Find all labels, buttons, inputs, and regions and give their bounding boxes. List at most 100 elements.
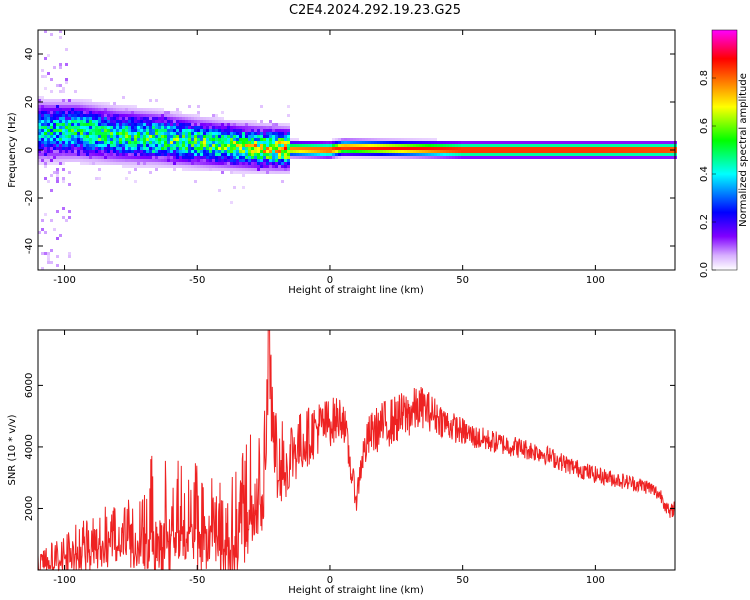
spectrogram-cell	[164, 123, 167, 126]
spectrogram-cell	[287, 171, 290, 174]
spectrogram-cell	[98, 138, 101, 141]
spectrogram-cell	[149, 162, 152, 165]
spectrogram-cell	[557, 144, 560, 147]
spectrogram-cell	[176, 138, 179, 141]
spectrogram-cell	[188, 165, 191, 168]
spectrogram-cell	[158, 108, 161, 111]
spectrogram-cell	[218, 141, 221, 144]
spectrogram-x-ticks: -100 -50 0 50 100	[53, 30, 605, 286]
spectrogram-cell	[161, 150, 164, 153]
spectrogram-cell	[572, 147, 575, 150]
spectrogram-cell	[89, 147, 92, 150]
spectrogram-cell	[233, 150, 236, 153]
spectrogram-cell	[569, 147, 572, 150]
spectrogram-cell	[113, 129, 116, 132]
spectrogram-cell	[80, 162, 83, 165]
spectrogram-cell	[629, 141, 632, 144]
spectrogram-cell	[596, 144, 599, 147]
spectrogram-cell	[269, 150, 272, 153]
spectrogram-cell	[371, 147, 374, 150]
spectrogram-cell	[326, 150, 329, 153]
spectrogram-cell	[233, 165, 236, 168]
spectrogram-cell	[143, 162, 146, 165]
spectrogram-cell	[455, 156, 458, 159]
spectrogram-cell	[206, 126, 209, 129]
spectrogram-cell	[203, 159, 206, 162]
spectrogram-cell	[479, 141, 482, 144]
spectrogram-cell	[221, 162, 224, 165]
spectrogram-cell	[140, 132, 143, 135]
spectrogram-cell	[644, 144, 647, 147]
spectrogram-cell	[125, 177, 128, 180]
spectrogram-cell	[617, 147, 620, 150]
spectrogram-cell	[338, 150, 341, 153]
spectrogram-cell	[86, 108, 89, 111]
spectrogram-cell	[128, 153, 131, 156]
spectrogram-cell	[236, 162, 239, 165]
spectrogram-cell	[143, 108, 146, 111]
spectrogram-cell	[245, 144, 248, 147]
spectrogram-cell	[614, 156, 617, 159]
spectrogram-cell	[521, 144, 524, 147]
spectrogram-cell	[179, 150, 182, 153]
x-tick-label: 0	[327, 275, 333, 286]
spectrogram-cell	[269, 159, 272, 162]
spectrogram-cell	[140, 120, 143, 123]
spectrogram-cell	[332, 147, 335, 150]
spectrogram-cell	[155, 141, 158, 144]
spectrogram-cell	[113, 102, 116, 105]
spectrogram-cell	[170, 150, 173, 153]
spectrogram-cell	[245, 138, 248, 141]
spectrogram-cell	[425, 153, 428, 156]
spectrogram-cell	[491, 141, 494, 144]
x-tick-label: 0	[327, 575, 333, 586]
spectrogram-cell	[584, 153, 587, 156]
spectrogram-cell	[530, 141, 533, 144]
spectrogram-cell	[149, 156, 152, 159]
spectrogram-cell	[590, 141, 593, 144]
snr-series	[37, 329, 676, 572]
spectrogram-cell	[56, 174, 59, 177]
spectrogram-cell	[143, 117, 146, 120]
spectrogram-cell	[101, 147, 104, 150]
spectrogram-cell	[338, 156, 341, 159]
spectrogram-cell	[230, 156, 233, 159]
spectrogram-cell	[71, 126, 74, 129]
spectrogram-cell	[95, 114, 98, 117]
spectrogram-cell	[173, 123, 176, 126]
spectrogram-cell	[371, 156, 374, 159]
spectrogram-cell	[164, 117, 167, 120]
spectrogram-cell	[164, 162, 167, 165]
spectrogram-cell	[152, 159, 155, 162]
spectrogram-cell	[143, 138, 146, 141]
spectrogram-cell	[215, 123, 218, 126]
spectrogram-cell	[59, 120, 62, 123]
spectrogram-cell	[83, 117, 86, 120]
spectrogram-cell	[260, 153, 263, 156]
spectrogram-cell	[593, 156, 596, 159]
spectrogram-cell	[137, 162, 140, 165]
spectrogram-cell	[182, 132, 185, 135]
spectrogram-cell	[116, 120, 119, 123]
spectrogram-cell	[293, 141, 296, 144]
spectrogram-cell	[104, 102, 107, 105]
spectrogram-cell	[218, 189, 221, 192]
spectrogram-cell	[593, 141, 596, 144]
spectrogram-cell	[635, 147, 638, 150]
spectrogram-cell	[290, 144, 293, 147]
spectrogram-cell	[443, 150, 446, 153]
spectrogram-cell	[275, 150, 278, 153]
spectrogram-cell	[137, 126, 140, 129]
spectrogram-cell	[125, 108, 128, 111]
spectrogram-cell	[128, 171, 131, 174]
spectrogram-cell	[398, 138, 401, 141]
spectrogram-cell	[101, 162, 104, 165]
spectrogram-cell	[125, 138, 128, 141]
spectrogram-cell	[251, 138, 254, 141]
spectrogram-cell	[161, 165, 164, 168]
spectrogram-cell	[44, 111, 47, 114]
spectrogram-cell	[185, 126, 188, 129]
spectrogram-cell	[263, 165, 266, 168]
spectrogram-cell	[308, 144, 311, 147]
spectrogram-cell	[206, 165, 209, 168]
